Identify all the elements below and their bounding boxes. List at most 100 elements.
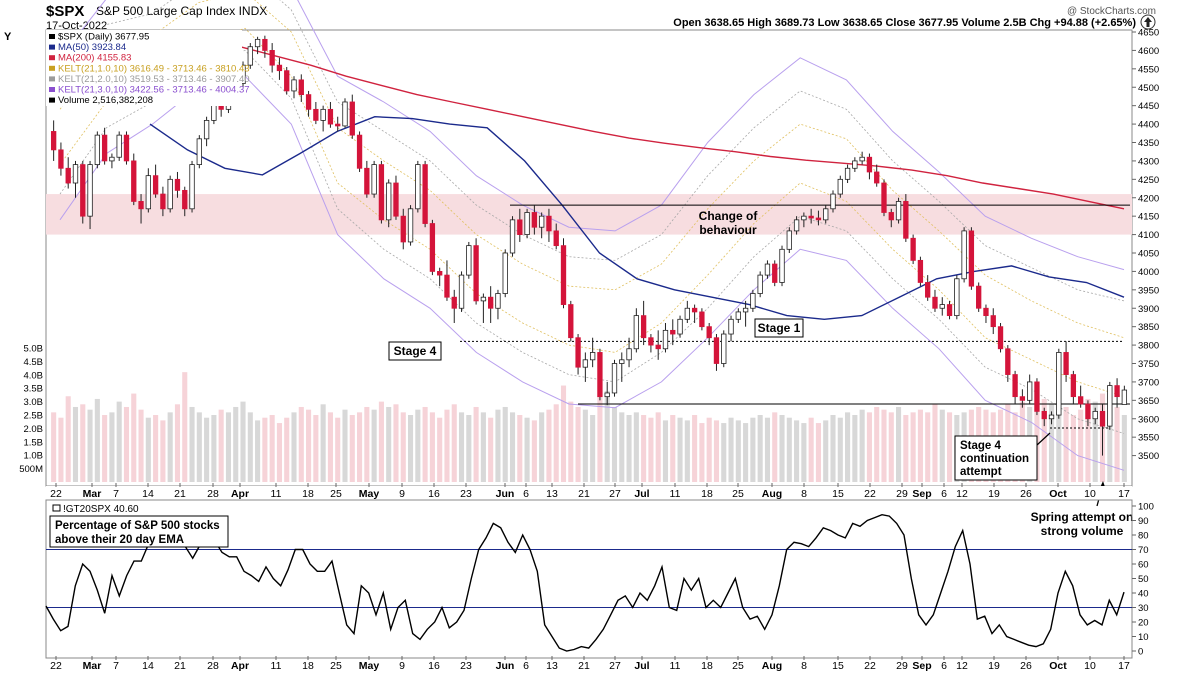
stage1-label: Stage 1 xyxy=(758,321,801,335)
volume-tick-label: 500M xyxy=(19,464,43,475)
candle-body xyxy=(961,230,967,280)
volume-bar xyxy=(531,420,537,482)
volume-bar xyxy=(415,409,421,482)
candle-body xyxy=(247,46,253,66)
legend-swatch xyxy=(49,65,55,71)
ma200-line xyxy=(239,46,1125,210)
annotation-line: attempt xyxy=(960,466,1002,478)
x-tick-label: Mar xyxy=(83,660,102,672)
price-tick-label: 3850 xyxy=(1138,322,1159,333)
candle-body xyxy=(152,175,159,195)
candle-body xyxy=(793,219,800,232)
candle-body xyxy=(648,337,654,346)
x-tick-label: 6 xyxy=(941,660,947,672)
candle-body xyxy=(713,337,720,364)
candle-body xyxy=(509,219,516,254)
volume-bar xyxy=(692,415,698,482)
volume-bar xyxy=(786,417,792,482)
candle-body xyxy=(1092,410,1098,420)
x-tick-label: 11 xyxy=(271,488,282,500)
volume-bar xyxy=(713,420,720,482)
volume-bar xyxy=(1041,398,1047,482)
volume-bar xyxy=(801,423,807,482)
candle-body xyxy=(1034,381,1040,412)
annotation-line: Spring attempt on xyxy=(1031,510,1134,524)
volume-bar xyxy=(357,412,363,482)
candle-body xyxy=(386,182,392,221)
volume-bar xyxy=(626,415,632,482)
x-tick-label: 6 xyxy=(523,660,529,672)
price-tick-label: 4650 xyxy=(1138,28,1159,39)
volume-bar xyxy=(830,415,836,482)
volume-bar xyxy=(94,398,100,482)
volume-bar xyxy=(502,406,508,482)
indicator-tick-label: 0 xyxy=(1138,647,1143,658)
candle-body xyxy=(473,245,479,302)
x-tick-label: 19 xyxy=(988,660,1000,672)
x-tick-label: 25 xyxy=(732,660,744,672)
low-value: Low 3638.65 xyxy=(818,17,883,29)
candle-body xyxy=(313,108,319,121)
volume-bar xyxy=(611,406,618,482)
x-tick-label: 6 xyxy=(941,488,947,500)
legend-entry: MA(50) 3923.84 xyxy=(58,42,126,53)
x-tick-label: 10 xyxy=(1084,488,1096,500)
volume-bar xyxy=(189,406,195,482)
candle-body xyxy=(422,164,428,224)
x-tick-label: Jun xyxy=(496,660,515,672)
price-tick-label: 4200 xyxy=(1138,193,1159,204)
x-tick-label: 8 xyxy=(801,488,807,500)
candle-body xyxy=(203,120,210,140)
x-tick-label: 26 xyxy=(1020,660,1032,672)
x-tick-label: 18 xyxy=(701,660,713,672)
stage4-cont-box xyxy=(954,435,1038,481)
volume-bar xyxy=(276,423,282,482)
volume-bar xyxy=(794,420,800,482)
x-tick-label: 22 xyxy=(864,488,876,500)
volume-bar xyxy=(925,412,931,482)
volume-bar xyxy=(837,417,843,482)
volume-tick-label: 4.5B xyxy=(23,357,43,368)
volume-bar xyxy=(145,417,151,482)
gt20spx-line xyxy=(45,513,1125,652)
candle-body xyxy=(560,245,567,305)
candle-body xyxy=(750,293,756,309)
indicator-legend-box xyxy=(50,502,146,514)
volume-bar xyxy=(291,412,297,482)
indicator-note-box xyxy=(49,515,229,548)
candle-body xyxy=(517,219,523,235)
volume-bar xyxy=(313,415,319,482)
axis-flag: Y xyxy=(4,31,12,43)
x-tick-label: 15 xyxy=(832,488,844,500)
price-tick-label: 4050 xyxy=(1138,249,1159,260)
volume-bar xyxy=(808,417,814,482)
indicator-title: !GT20SPX 40.60 xyxy=(63,504,139,515)
candle-body xyxy=(349,101,355,136)
x-tick-label: 18 xyxy=(302,660,314,672)
candle-body xyxy=(167,178,173,210)
price-tick-label: 4300 xyxy=(1138,156,1159,167)
volume-bar xyxy=(823,420,829,482)
indicator-legend-swatch xyxy=(52,504,61,512)
volume-bar xyxy=(1056,412,1062,482)
candle-body xyxy=(917,259,924,283)
annotation-line: Stage 4 xyxy=(960,440,1002,452)
candle-body xyxy=(844,167,851,180)
stage4-box xyxy=(388,341,442,361)
candle-body xyxy=(415,164,421,210)
volume-bar xyxy=(422,406,428,482)
volume-bar xyxy=(225,412,232,482)
candle-body xyxy=(990,315,996,328)
x-tick-label: 22 xyxy=(50,660,62,672)
volume-bar xyxy=(524,417,530,482)
candle-body xyxy=(342,101,348,127)
candle-body xyxy=(604,392,610,398)
volume-bar xyxy=(429,412,435,482)
candle-body xyxy=(298,79,304,96)
candle-body xyxy=(983,307,989,317)
keltner-upper-3 xyxy=(59,0,1125,271)
price-tick-label: 3500 xyxy=(1138,451,1159,462)
price-tick-label: 4100 xyxy=(1138,230,1159,241)
chart-exchange: INDX xyxy=(239,4,268,18)
